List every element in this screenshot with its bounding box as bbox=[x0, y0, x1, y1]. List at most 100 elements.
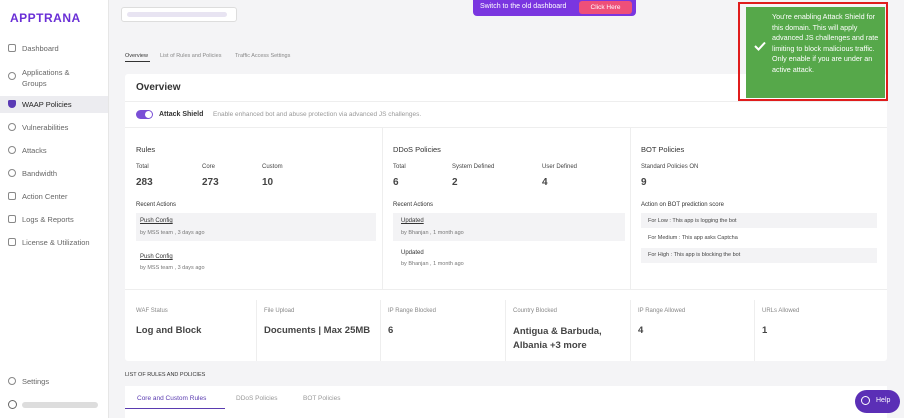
nav-icon bbox=[8, 123, 16, 131]
recent-item-bg bbox=[393, 213, 625, 241]
nav-item[interactable]: Attacks bbox=[22, 146, 47, 155]
summary-divider bbox=[630, 300, 631, 361]
attack-shield-toggle[interactable] bbox=[136, 110, 153, 119]
nav-item[interactable]: Vulnerabilities bbox=[22, 123, 69, 132]
list-tab[interactable]: BOT Policies bbox=[303, 395, 341, 402]
recent-action[interactable]: Updated bbox=[401, 250, 424, 256]
logo[interactable]: APPTRANA bbox=[10, 11, 81, 25]
nav-icon bbox=[8, 146, 16, 154]
score-row-bg bbox=[641, 213, 877, 228]
nav-item[interactable]: WAAP Policies bbox=[22, 100, 72, 109]
recent-meta: by MSS team , 3 days ago bbox=[140, 265, 205, 271]
stat-label: Core bbox=[202, 164, 216, 170]
recent-action[interactable]: Push Config bbox=[140, 254, 173, 260]
tab-underline bbox=[125, 61, 150, 62]
stat-value: 6 bbox=[393, 177, 399, 188]
summary-divider bbox=[754, 300, 755, 361]
nav-item[interactable]: Action Center bbox=[22, 192, 68, 201]
nav-item[interactable]: License & Utilization bbox=[22, 238, 90, 247]
toggle-knob bbox=[145, 111, 152, 118]
score-row: For Medium : This app asks Captcha bbox=[648, 235, 738, 241]
inner-box bbox=[125, 127, 887, 290]
recent-action[interactable]: Push Config bbox=[140, 218, 173, 224]
help-button[interactable] bbox=[855, 390, 900, 413]
summary-divider bbox=[380, 300, 381, 361]
tab[interactable]: Traffic Access Settings bbox=[235, 53, 291, 59]
summary-divider bbox=[505, 300, 506, 361]
recent-title: Recent Actions bbox=[393, 202, 434, 208]
stat-label: System Defined bbox=[452, 164, 495, 170]
user-avatar[interactable] bbox=[8, 400, 17, 409]
divider bbox=[125, 101, 887, 102]
summary-label: WAF Status bbox=[136, 308, 168, 314]
nav-item[interactable]: Applications & Groups bbox=[22, 68, 70, 88]
tab[interactable]: List of Rules and Policies bbox=[160, 53, 222, 59]
section-title: DDoS Policies bbox=[393, 145, 441, 154]
recent-meta: by Bhanjan , 1 month ago bbox=[401, 230, 464, 236]
help-icon bbox=[861, 396, 870, 405]
nav-icon bbox=[8, 238, 16, 246]
attack-shield-label: Attack Shield bbox=[159, 111, 204, 118]
recent-item-bg bbox=[136, 213, 376, 241]
overview-title: Overview bbox=[136, 82, 181, 93]
nav-item[interactable]: Settings bbox=[22, 377, 50, 386]
stat-label: Custom bbox=[262, 164, 283, 170]
summary-value: Antigua & Barbuda, Albania +3 more bbox=[513, 326, 602, 351]
stat-label: Total bbox=[393, 164, 406, 170]
score-row: For High : This app is blocking the bot bbox=[648, 252, 741, 258]
sidebar bbox=[0, 0, 109, 418]
stat-label: Standard Policies ON bbox=[641, 164, 699, 170]
nav-item[interactable]: Bandwidth bbox=[22, 169, 58, 178]
summary-label: File Upload bbox=[264, 308, 295, 314]
toast-highlight bbox=[738, 2, 888, 101]
nav-icon bbox=[8, 44, 16, 52]
score-row-bg bbox=[641, 248, 877, 263]
nav-icon bbox=[8, 192, 16, 200]
score-row: For Low : This app is logging the bot bbox=[648, 218, 737, 224]
stat-value: 4 bbox=[542, 177, 548, 188]
list-title: LIST OF RULES AND POLICIES bbox=[125, 372, 206, 378]
summary-value: Documents | Max 25MB bbox=[264, 325, 371, 336]
summary-value: 1 bbox=[762, 325, 768, 336]
help-label[interactable]: Help bbox=[876, 397, 891, 404]
column-divider bbox=[630, 127, 631, 290]
section-title: BOT Policies bbox=[641, 145, 685, 154]
summary-label: URLs Allowed bbox=[762, 308, 800, 314]
recent-title: Recent Actions bbox=[136, 202, 177, 208]
section-title: Rules bbox=[136, 145, 156, 154]
list-tabs-bg bbox=[125, 386, 887, 418]
recent-action[interactable]: Updated bbox=[401, 218, 424, 224]
stat-label: User Defined bbox=[542, 164, 578, 170]
stat-value: 10 bbox=[262, 177, 274, 188]
summary-value: 6 bbox=[388, 325, 394, 336]
nav-icon bbox=[8, 215, 16, 223]
nav-icon bbox=[8, 377, 16, 385]
toast-message: You're enabling Attack Shield for this d… bbox=[772, 12, 879, 74]
score-title: Action on BOT prediction score bbox=[641, 202, 724, 208]
user-name-blurred bbox=[22, 402, 98, 408]
summary-label: Country Blocked bbox=[513, 308, 558, 314]
toast-check bbox=[754, 41, 766, 51]
list-tab-underline bbox=[125, 408, 225, 409]
stat-value: 9 bbox=[641, 177, 647, 188]
nav-icon bbox=[8, 72, 16, 80]
summary-value: Log and Block bbox=[136, 325, 202, 336]
list-tab[interactable]: DDoS Policies bbox=[236, 395, 278, 402]
banner-button[interactable]: Click Here bbox=[579, 1, 632, 14]
nav-item[interactable]: Logs & Reports bbox=[22, 215, 74, 224]
banner-text: Switch to the old dashboard bbox=[480, 3, 567, 10]
search-blur bbox=[127, 12, 227, 17]
nav-item[interactable]: Dashboard bbox=[22, 44, 59, 53]
stat-value: 2 bbox=[452, 177, 458, 188]
stat-label: Total bbox=[136, 164, 149, 170]
column-divider bbox=[382, 127, 383, 290]
nav-icon bbox=[8, 169, 16, 177]
nav-icon bbox=[8, 100, 16, 108]
stat-value: 283 bbox=[136, 177, 153, 188]
recent-meta: by MSS team , 3 days ago bbox=[140, 230, 205, 236]
list-tab[interactable]: Core and Custom Rules bbox=[137, 395, 207, 402]
tab[interactable]: Overview bbox=[125, 53, 148, 59]
toast bbox=[746, 7, 885, 98]
summary-divider bbox=[256, 300, 257, 361]
